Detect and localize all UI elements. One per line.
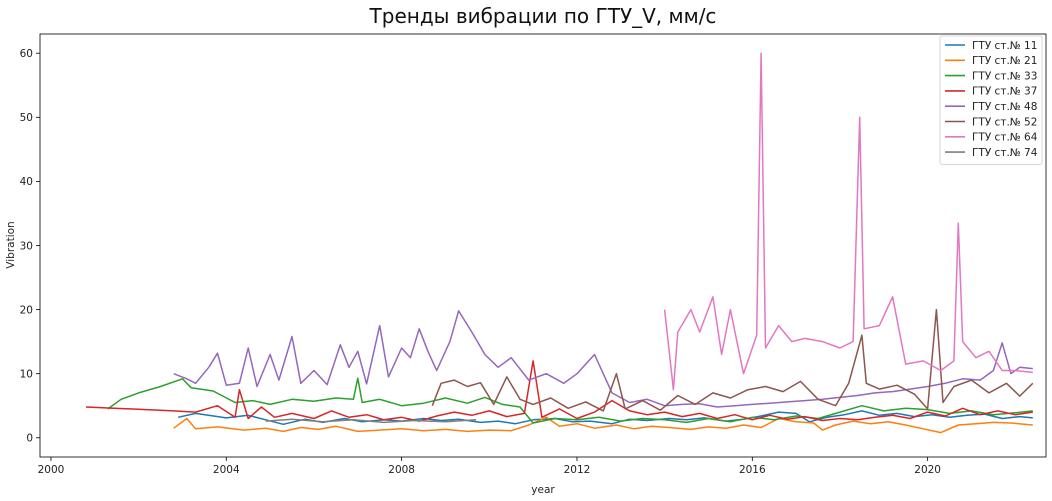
legend-entry: ГТУ ст.№ 37 xyxy=(972,86,1037,98)
series-line-7 xyxy=(663,52,1033,391)
legend-entry: ГТУ ст.№ 33 xyxy=(972,70,1037,82)
y-tick-label: 30 xyxy=(20,240,33,252)
plot-frame xyxy=(39,33,1047,458)
y-axis-label: Vibration xyxy=(5,221,17,268)
chart-title: Тренды вибрации по ГТУ_V, мм/с xyxy=(369,4,717,28)
x-tick-label: 2016 xyxy=(739,464,766,476)
legend-box xyxy=(939,35,1043,165)
legend-entry: ГТУ ст.№ 48 xyxy=(972,101,1037,113)
y-tick-label: 60 xyxy=(20,48,33,60)
series-line-4 xyxy=(85,360,1033,422)
series-line-3 xyxy=(107,377,1033,424)
y-tick-label: 50 xyxy=(20,112,33,124)
x-axis-label: year xyxy=(531,484,555,496)
x-tick-label: 2000 xyxy=(38,464,65,476)
y-tick-label: 0 xyxy=(26,433,33,445)
series-line-2 xyxy=(173,416,1033,434)
legend-entry: ГТУ ст.№ 74 xyxy=(972,147,1038,159)
series-line-5 xyxy=(173,310,1033,408)
x-tick-label: 2012 xyxy=(564,464,591,476)
x-tick-label: 2020 xyxy=(914,464,941,476)
x-tick-label: 2004 xyxy=(213,464,240,476)
series-line-6 xyxy=(431,308,1034,412)
y-tick-label: 40 xyxy=(20,176,33,188)
x-tick-label: 2008 xyxy=(388,464,415,476)
y-tick-label: 10 xyxy=(20,368,33,380)
legend: ГТУ ст.№ 11 ГТУ ст.№ 21 ГТУ ст.№ 33 ГТУ ст.… xyxy=(939,35,1043,165)
legend-entry: ГТУ ст.№ 11 xyxy=(972,40,1037,52)
plot-area xyxy=(85,52,1034,434)
y-axis: 0 10 20 30 40 50 60 xyxy=(20,48,40,445)
y-tick-label: 20 xyxy=(20,304,33,316)
x-axis: 2000 2004 2008 2012 2016 2020 xyxy=(38,457,941,476)
series-line-1 xyxy=(177,410,1033,426)
series-line-8 xyxy=(265,418,477,424)
legend-entry: ГТУ ст.№ 52 xyxy=(972,116,1037,128)
legend-entry: ГТУ ст.№ 64 xyxy=(972,132,1038,144)
legend-entry: ГТУ ст.№ 21 xyxy=(972,55,1037,67)
